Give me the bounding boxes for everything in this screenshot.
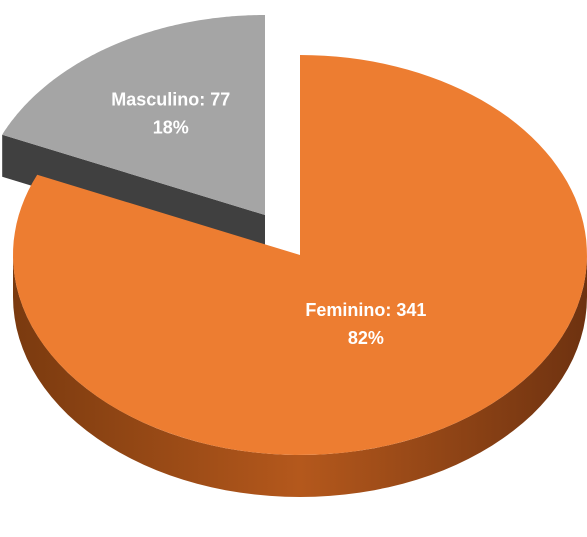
percent-label: 82% [348, 328, 384, 348]
slice [2, 15, 265, 215]
percent-label: 18% [153, 117, 189, 137]
slice [13, 55, 587, 455]
data-label: Masculino: 77 [111, 89, 230, 109]
slice-side [13, 255, 587, 497]
data-label: Feminino: 341 [305, 300, 426, 320]
